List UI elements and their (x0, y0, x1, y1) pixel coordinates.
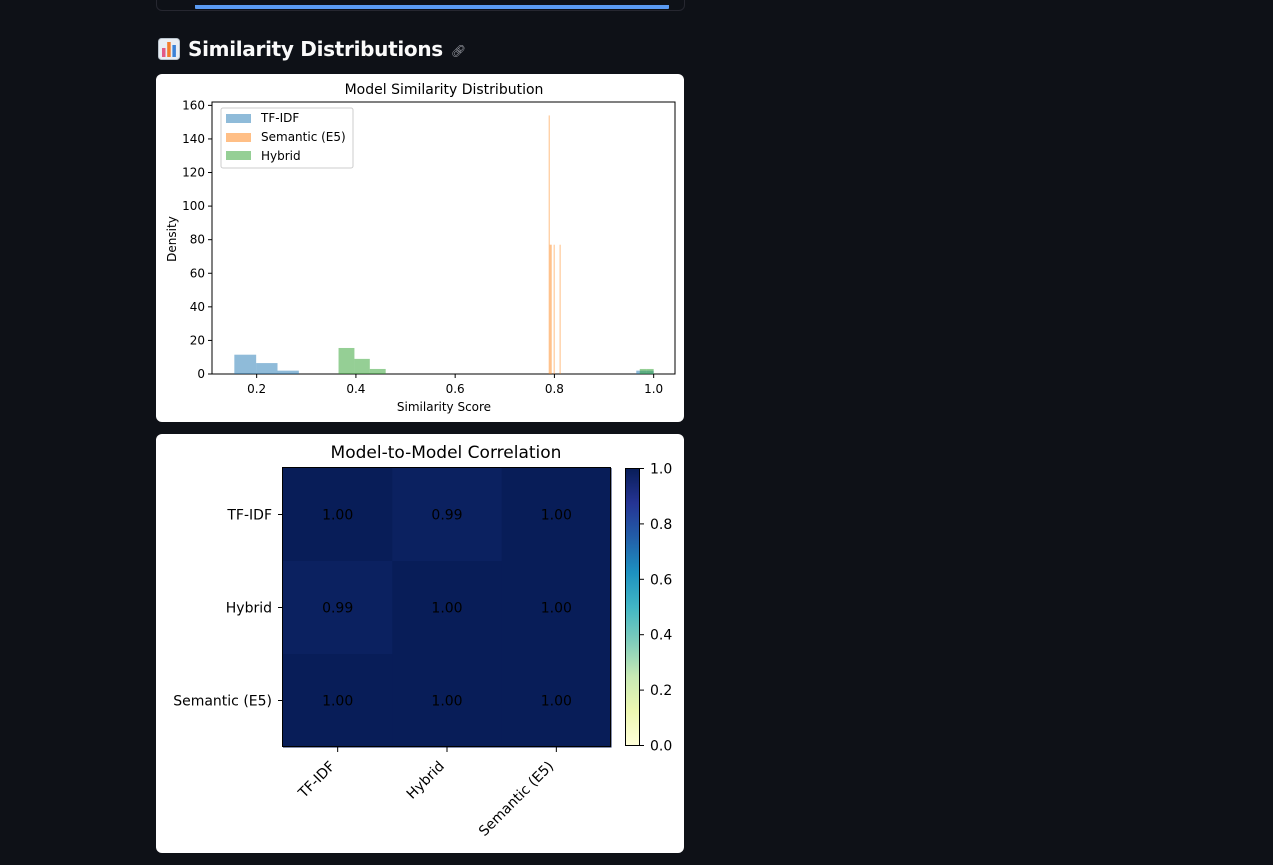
heatmap-cell-label: 1.00 (541, 508, 572, 524)
heatmap-cell (283, 561, 393, 655)
heatmap-cell (501, 654, 612, 748)
hist-bar-tf-idf-1 (256, 363, 278, 374)
heatmap-cell-label: 0.99 (322, 601, 353, 617)
colorbar-tick-label: 0.2 (650, 683, 672, 699)
heatmap-title: Model-to-Model Correlation (331, 443, 562, 463)
progress-bar-fill (195, 5, 669, 9)
plot-frame (211, 101, 676, 375)
legend-swatch-hybrid (226, 151, 251, 160)
heatmap-cell (392, 654, 503, 748)
hist-bar-hybrid-1 (354, 358, 370, 374)
distribution-chart: Model Similarity Distribution 0.2 0.4 0.6 0… (165, 82, 676, 414)
legend-label-semantic: Semantic (E5) (261, 130, 346, 144)
y-tick-label: 120 (182, 166, 205, 180)
heatmap-cell (283, 468, 393, 562)
hist-bar-hybrid-4 (646, 368, 654, 374)
colorbar (625, 468, 640, 746)
link-icon[interactable]: 🔗︎ (450, 44, 467, 58)
heatmap-row-label: Semantic (E5) (173, 694, 272, 710)
hist-bar-hybrid-3 (639, 368, 647, 374)
bar-chart-emoji-icon (158, 38, 180, 60)
correlation-heatmap: Model-to-Model Correlation 1.00 0.99 1.00 0… (173, 443, 672, 840)
heatmap-col-label: Semantic (E5) (476, 759, 557, 840)
colorbar-tick-label: 0.4 (650, 628, 672, 644)
heatmap-frame (282, 467, 611, 747)
y-tick-label: 0 (197, 367, 205, 381)
heatmap-cell-label: 1.00 (431, 694, 462, 710)
heatmap-col-label: TF-IDF (295, 759, 339, 803)
chart-title: Model Similarity Distribution (345, 82, 544, 98)
y-axis-label: Density (165, 216, 179, 262)
hist-bar-semantic-e5-0 (548, 115, 550, 374)
y-tick-label: 100 (182, 199, 205, 213)
hist-bar-semantic-e5-4 (559, 244, 561, 374)
x-tick-label: 0.6 (446, 382, 465, 396)
x-tick-label: 1.0 (644, 382, 663, 396)
heatmap-cell (392, 561, 503, 655)
heatmap-cell-label: 1.00 (322, 508, 353, 524)
heatmap-cell (283, 654, 393, 748)
hist-bar-hybrid-0 (338, 347, 355, 374)
heatmap-cell (501, 468, 612, 562)
colorbar-tick-label: 0.0 (650, 739, 672, 755)
y-tick-label: 20 (190, 333, 205, 347)
legend-label-hybrid: Hybrid (261, 149, 301, 163)
heatmap-cell (392, 468, 503, 562)
heatmap-cell-label: 1.00 (541, 601, 572, 617)
progress-bar (156, 0, 685, 11)
y-tick-label: 160 (182, 98, 205, 112)
heatmap-cell-label: 1.00 (431, 601, 462, 617)
heatmap-row-label: Hybrid (226, 601, 272, 617)
legend-label-tfidf: TF-IDF (260, 111, 299, 125)
heatmap-cell (501, 561, 612, 655)
x-axis-label: Similarity Score (397, 400, 491, 414)
y-tick-label: 140 (182, 132, 205, 146)
legend-swatch-semantic (226, 133, 251, 142)
hist-bar-semantic-e5-1 (549, 244, 551, 374)
colorbar-tick-label: 0.8 (650, 517, 672, 533)
colorbar-tick-label: 0.6 (650, 572, 672, 588)
legend-box (220, 107, 354, 169)
hist-bar-tf-idf-2 (277, 370, 299, 374)
heatmap-cell-label: 1.00 (322, 694, 353, 710)
x-tick-label: 0.2 (247, 382, 266, 396)
section-title: Similarity Distributions (188, 37, 443, 61)
colorbar-tick-label: 1.0 (650, 462, 672, 478)
y-tick-label: 80 (190, 233, 205, 247)
heatmap-row-label: TF-IDF (226, 508, 272, 524)
section-header: Similarity Distributions 🔗︎ (158, 34, 466, 64)
x-tick-label: 0.4 (346, 382, 365, 396)
heatmap-cell-label: 1.00 (541, 694, 572, 710)
legend-swatch-tfidf (226, 114, 251, 123)
x-tick-label: 0.8 (545, 382, 564, 396)
hist-bar-hybrid-2 (369, 368, 386, 374)
heatmap-cell-label: 0.99 (431, 508, 462, 524)
distribution-chart-card: Model Similarity Distribution 0.2 0.4 0.6 0… (156, 74, 684, 422)
y-tick-label: 40 (190, 300, 205, 314)
heatmap-col-label: Hybrid (404, 759, 448, 803)
correlation-heatmap-card: Model-to-Model Correlation 1.00 0.99 1.00 0… (156, 434, 684, 853)
legend: TF-IDF Semantic (E5) Hybrid (220, 107, 354, 169)
hist-bar-semantic-e5-2 (550, 244, 552, 374)
hist-bar-semantic-e5-3 (553, 244, 555, 374)
hist-bar-tf-idf-0 (234, 354, 257, 374)
y-tick-label: 60 (190, 266, 205, 280)
